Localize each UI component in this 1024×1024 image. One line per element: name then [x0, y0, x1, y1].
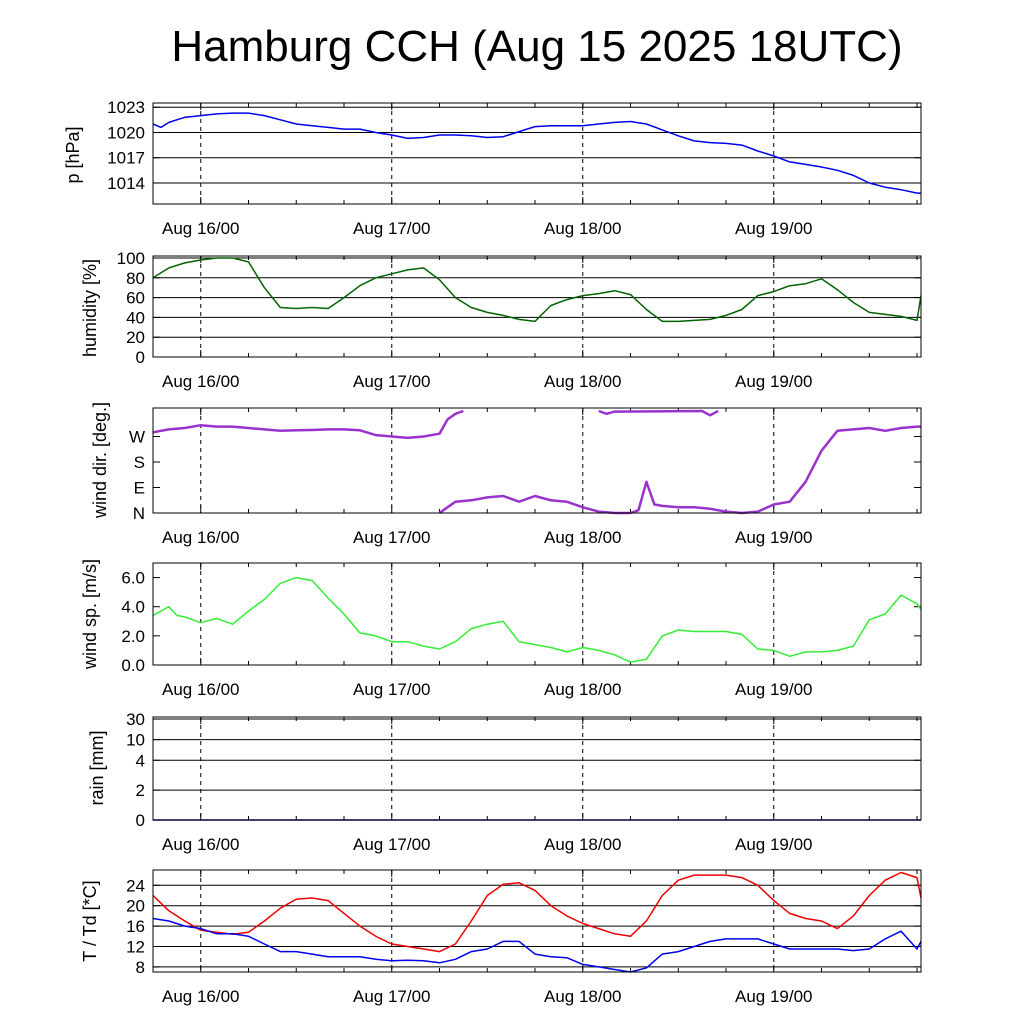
- temperature-y-tick-label: 16: [126, 917, 145, 936]
- rain-y-tick-label: 4: [136, 751, 145, 770]
- humidity-y-tick-label: 100: [117, 249, 145, 268]
- pressure-y-axis-label: p [hPa]: [63, 126, 83, 183]
- wind-speed-y-tick-label: 2.0: [121, 627, 145, 646]
- temperature-x-tick-label: Aug 16/00: [162, 987, 240, 1006]
- wind-direction-y-tick-label: W: [129, 428, 145, 447]
- pressure-series-line: [152, 112, 921, 194]
- temperature-series-line: [152, 871, 922, 953]
- pressure-y-tick-label: 1020: [107, 123, 145, 142]
- wind-speed-x-tick-label: Aug 17/00: [353, 680, 431, 699]
- wind-direction-y-tick-label: N: [133, 504, 145, 523]
- wind-speed-x-tick-label: Aug 19/00: [735, 680, 813, 699]
- temperature-x-tick-label: Aug 17/00: [353, 987, 431, 1006]
- temperature-x-tick-label: Aug 18/00: [544, 987, 622, 1006]
- temperature-y-tick-label: 24: [126, 876, 145, 895]
- wind-direction-x-tick-label: Aug 17/00: [353, 528, 431, 547]
- temperature-series-line: [152, 917, 922, 973]
- humidity-y-tick-label: 60: [126, 289, 145, 308]
- humidity-y-tick-label: 40: [126, 308, 145, 327]
- wind-direction-y-axis-label: wind dir. [deg.]: [90, 402, 110, 519]
- wind-direction-series-line: [438, 425, 921, 515]
- temperature-x-tick-label: Aug 19/00: [735, 987, 813, 1006]
- wind-direction-y-tick-label: E: [134, 479, 145, 498]
- wind-speed-frame: [152, 562, 922, 666]
- pressure-y-tick-label: 1023: [107, 98, 145, 117]
- humidity-frame: [152, 255, 922, 358]
- temperature-frame: [152, 869, 922, 973]
- humidity-x-tick-label: Aug 19/00: [735, 372, 813, 391]
- humidity-y-tick-label: 20: [126, 328, 145, 347]
- rain-x-tick-label: Aug 17/00: [353, 835, 431, 854]
- page-title: Hamburg CCH (Aug 15 2025 18UTC): [171, 22, 903, 71]
- pressure-x-tick-label: Aug 17/00: [353, 219, 431, 238]
- rain-y-tick-label: 30: [126, 710, 145, 729]
- humidity-y-axis-label: humidity [%]: [80, 259, 100, 357]
- temperature-y-tick-label: 8: [136, 958, 145, 977]
- wind-speed-y-tick-label: 6.0: [121, 569, 145, 588]
- humidity-x-tick-label: Aug 16/00: [162, 372, 240, 391]
- rain-y-tick-label: 0: [136, 811, 145, 830]
- temperature-y-tick-label: 20: [126, 897, 145, 916]
- wind-speed-series-line: [152, 576, 922, 663]
- temperature-y-tick-label: 12: [126, 938, 145, 957]
- wind-speed-y-tick-label: 0.0: [121, 656, 145, 675]
- rain-y-tick-label: 10: [126, 731, 145, 750]
- wind-direction-frame: [152, 407, 922, 514]
- rain-frame: [152, 716, 922, 821]
- wind-speed-y-axis-label: wind sp. [m/s]: [80, 559, 100, 670]
- pressure-y-tick-label: 1014: [107, 174, 145, 193]
- wind-direction-series-line: [598, 409, 719, 417]
- humidity-y-tick-label: 80: [126, 269, 145, 288]
- wind-direction-x-tick-label: Aug 19/00: [735, 528, 813, 547]
- pressure-x-tick-label: Aug 19/00: [735, 219, 813, 238]
- humidity-series-line: [152, 257, 922, 323]
- rain-x-tick-label: Aug 19/00: [735, 835, 813, 854]
- wind-speed-y-tick-label: 4.0: [121, 598, 145, 617]
- wind-direction-x-tick-label: Aug 18/00: [544, 528, 622, 547]
- humidity-y-tick-label: 0: [136, 348, 145, 367]
- pressure-x-tick-label: Aug 18/00: [544, 219, 622, 238]
- pressure-x-tick-label: Aug 16/00: [162, 219, 240, 238]
- temperature-y-axis-label: T / Td [*C]: [80, 880, 100, 961]
- rain-x-tick-label: Aug 18/00: [544, 835, 622, 854]
- wind-direction-y-tick-label: S: [134, 453, 145, 472]
- wind-speed-x-tick-label: Aug 16/00: [162, 680, 240, 699]
- pressure-y-tick-label: 1017: [107, 149, 145, 168]
- pressure-frame: [152, 102, 922, 205]
- rain-y-axis-label: rain [mm]: [87, 730, 107, 805]
- wind-direction-x-tick-label: Aug 16/00: [162, 528, 240, 547]
- humidity-x-tick-label: Aug 18/00: [544, 372, 622, 391]
- humidity-x-tick-label: Aug 17/00: [353, 372, 431, 391]
- wind-speed-x-tick-label: Aug 18/00: [544, 680, 622, 699]
- rain-y-tick-label: 2: [136, 781, 145, 800]
- wind-direction-series-line: [152, 409, 464, 440]
- rain-x-tick-label: Aug 16/00: [162, 835, 240, 854]
